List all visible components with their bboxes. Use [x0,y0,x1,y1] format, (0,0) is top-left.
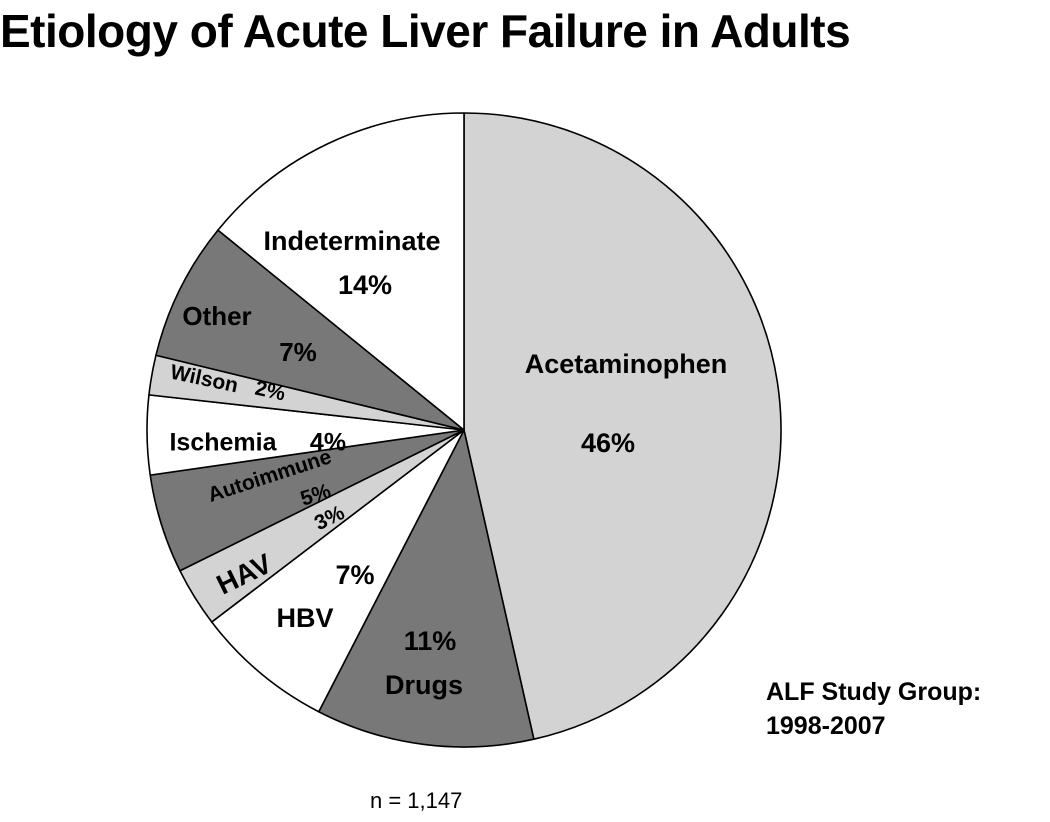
slice-label-ischemia: Ischemia [169,429,277,457]
chart-title: Etiology of Acute Liver Failure in Adult… [0,5,851,57]
slice-label-drugs: Drugs [385,670,463,700]
slice-value-drugs: 11% [404,626,457,656]
pie-slice-acetaminophen [463,112,782,741]
slice-label-indeterminate: Indeterminate [263,226,440,256]
sample-size-note: n = 1,147 [370,788,463,813]
pie-slice-indeterminate [217,112,465,431]
slice-value-ischemia: 4% [310,429,346,457]
source-line-1: ALF Study Group: [766,678,982,706]
slice-value-other: 7% [279,337,317,367]
slice-value-hbv: 7% [335,560,374,590]
source-line-2: 1998-2007 [766,712,886,740]
pie-slice-drugs [317,429,535,748]
source-note: ALF Study Group: 1998-2007 [766,675,981,743]
slice-label-other: Other [182,301,251,331]
slice-value-acetaminophen: 46% [581,428,635,458]
pie-slice-other [155,229,465,431]
pie-slice-hbv [210,429,465,713]
slice-value-indeterminate: 14% [338,270,392,300]
slice-label-hbv: HBV [276,603,333,633]
pie-slices [146,112,782,748]
slice-label-acetaminophen: Acetaminophen [525,349,728,379]
